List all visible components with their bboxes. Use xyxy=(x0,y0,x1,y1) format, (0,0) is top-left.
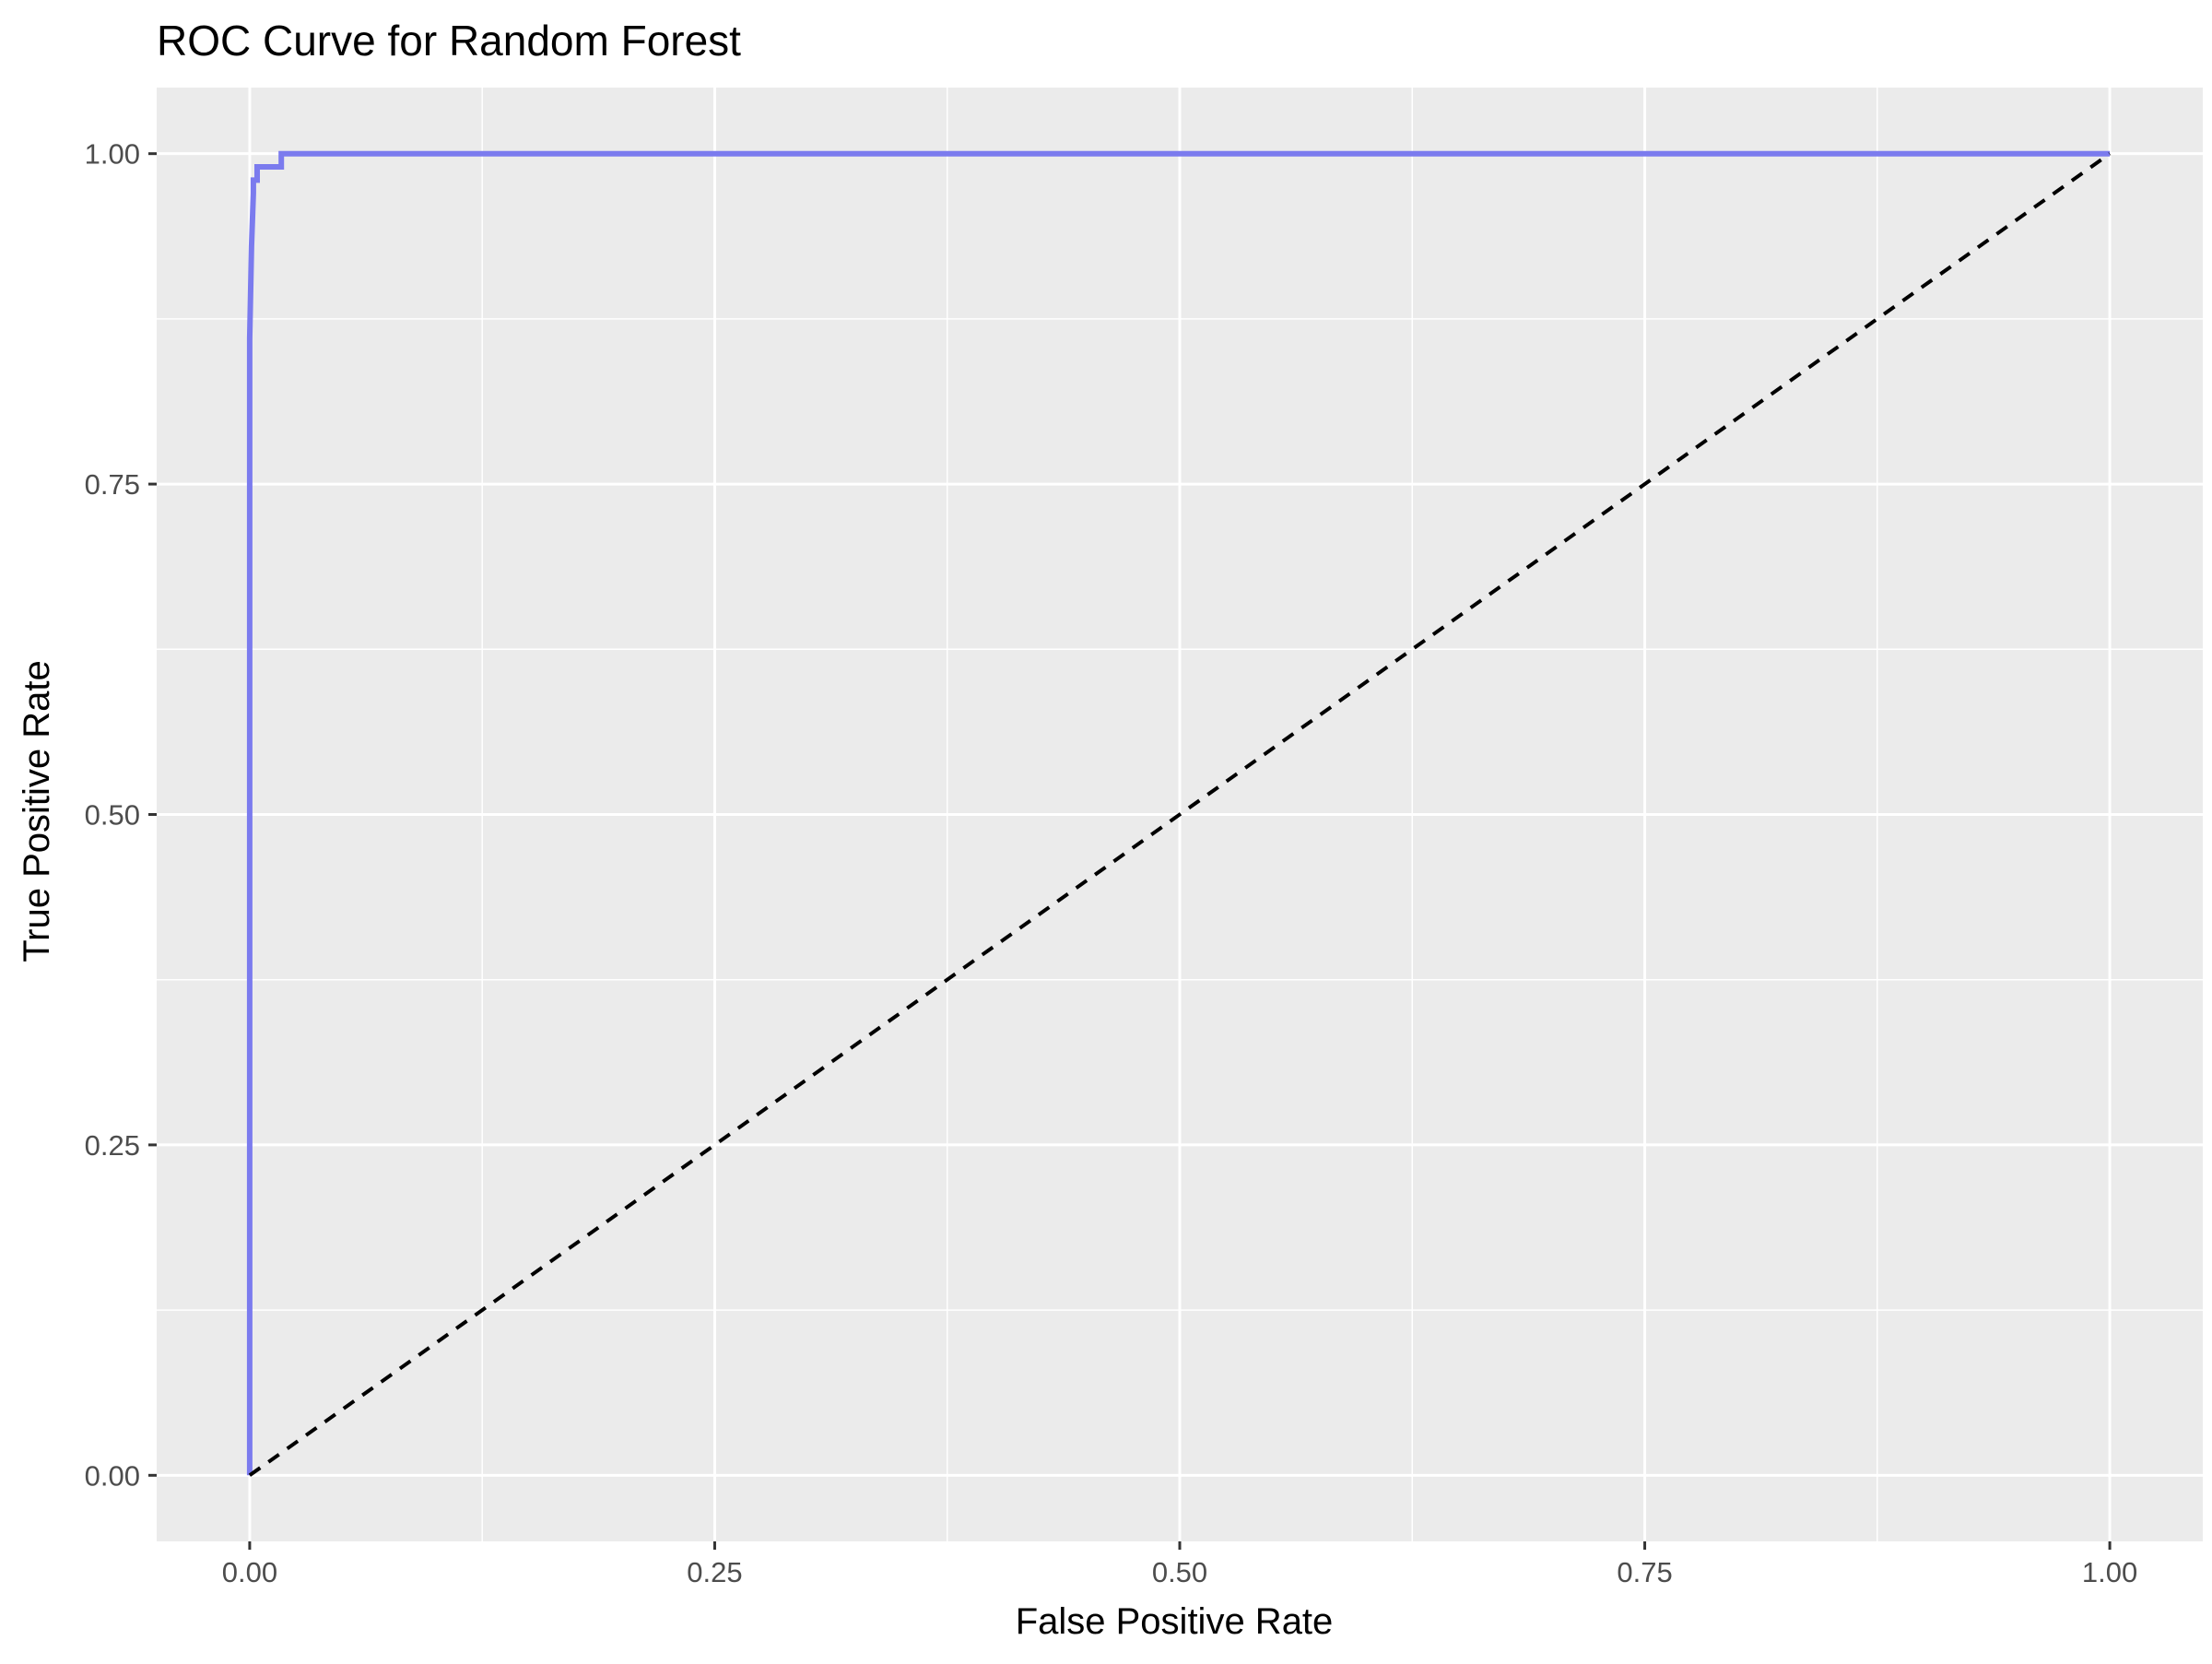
y-tick-label: 0.00 xyxy=(85,1459,140,1492)
y-tick-label: 1.00 xyxy=(85,138,140,171)
chart-title: ROC Curve for Random Forest xyxy=(157,17,741,65)
x-tick-label: 0.75 xyxy=(1617,1556,1672,1588)
x-tick-label: 0.00 xyxy=(222,1556,277,1588)
x-axis-title: False Positive Rate xyxy=(1016,1601,1334,1642)
y-axis-title: True Positive Rate xyxy=(17,660,57,962)
y-tick-label: 0.75 xyxy=(85,468,140,501)
x-tick-label: 0.50 xyxy=(1152,1556,1207,1588)
axis-layer: 0.00 0.25 0.50 0.75 1.00 0.00 0.25 0.50 0.75 1.00 xyxy=(85,138,2138,1588)
y-tick-label: 0.50 xyxy=(85,799,140,832)
x-tick-label: 0.25 xyxy=(687,1556,742,1588)
x-tick-label: 1.00 xyxy=(2082,1556,2137,1588)
series-layer xyxy=(246,150,2112,1477)
diagonal-reference-line xyxy=(248,152,2112,1477)
y-tick-label: 0.25 xyxy=(85,1129,140,1162)
roc-curve-line xyxy=(246,150,2111,1476)
